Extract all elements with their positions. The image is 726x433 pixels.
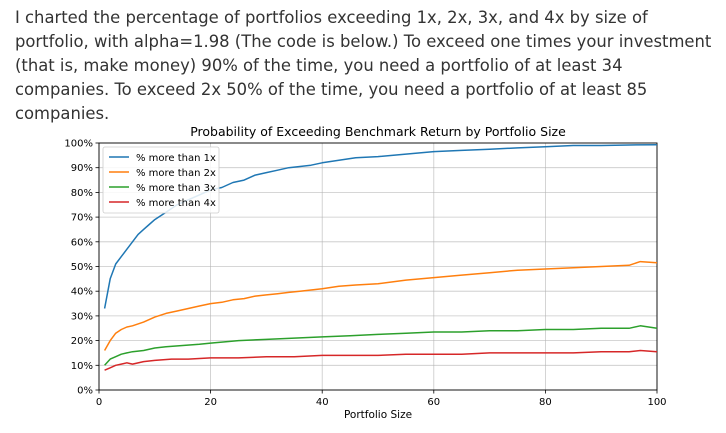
legend-label-4x: % more than 4x — [136, 198, 216, 209]
x-tick-label: 0 — [96, 397, 102, 408]
legend-box — [102, 146, 220, 214]
post-body: I charted the percentage of portfolios e… — [15, 6, 721, 126]
y-tick-label: 30% — [71, 311, 93, 322]
y-tick-label: 40% — [71, 287, 93, 298]
series-line-4x — [104, 349, 658, 371]
y-tick-label: 100% — [64, 139, 93, 150]
post-paragraph: I charted the percentage of portfolios e… — [15, 8, 712, 123]
y-tick-label: 80% — [71, 188, 93, 199]
y-tick-label: 10% — [71, 361, 93, 372]
y-tick-label: 60% — [71, 237, 93, 248]
series-line-2x — [103, 260, 658, 351]
axis-ticks: 0% 10% 20% 30% 40% 50% 60% 70% 80% 90% 100% 0 20 40 60… — [64, 139, 666, 409]
series-line-3x — [104, 325, 658, 366]
chart-title: Probability of Exceeding Benchmark Retur… — [190, 124, 566, 139]
y-tick-label: 70% — [71, 213, 93, 224]
legend-label-3x: % more than 3x — [136, 183, 216, 194]
series-line-1x — [103, 143, 658, 309]
legend: % more than 1x % more than 2x % more tha… — [102, 146, 220, 214]
y-tick-label: 0% — [77, 386, 93, 397]
x-tick-label: 100 — [647, 397, 666, 408]
series-lines — [103, 143, 658, 371]
x-tick-label: 60 — [427, 397, 440, 408]
x-tick-label: 40 — [316, 397, 329, 408]
legend-label-1x: % more than 1x — [136, 153, 216, 164]
line-chart: Probability of Exceeding Benchmark Retur… — [64, 124, 666, 421]
x-axis-label: Portfolio Size — [344, 409, 412, 421]
legend-label-2x: % more than 2x — [136, 168, 216, 179]
x-tick-label: 20 — [204, 397, 217, 408]
y-tick-label: 50% — [71, 262, 93, 273]
y-tick-label: 90% — [71, 163, 93, 174]
x-tick-label: 80 — [539, 397, 552, 408]
y-tick-label: 20% — [71, 336, 93, 347]
